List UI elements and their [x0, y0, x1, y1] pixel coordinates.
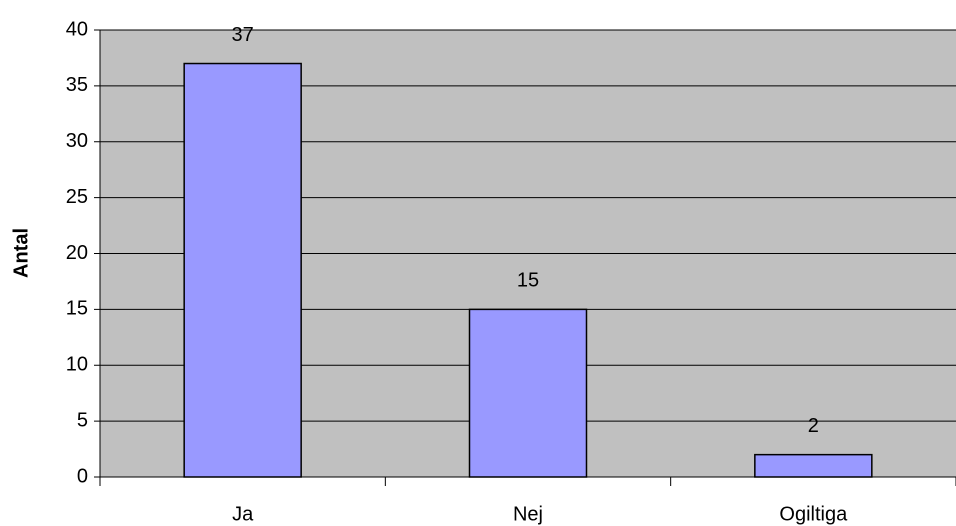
y-tick-label: 40 — [66, 18, 88, 40]
y-axis-label: Antal — [10, 228, 32, 278]
data-label: 37 — [232, 24, 254, 46]
y-tick-label: 20 — [66, 242, 88, 264]
y-tick-label: 15 — [66, 298, 88, 320]
x-tick-label: Ogiltiga — [779, 503, 848, 525]
data-label: 2 — [808, 415, 819, 437]
bar — [468, 308, 588, 478]
y-tick-label: 0 — [77, 465, 88, 487]
x-tick-label: Nej — [513, 503, 543, 525]
y-tick-label: 10 — [66, 354, 88, 376]
y-tick-label: 35 — [66, 74, 88, 96]
y-tick-label: 25 — [66, 186, 88, 208]
bar — [754, 453, 873, 478]
y-tick-label: 5 — [77, 409, 88, 431]
bar — [183, 62, 302, 478]
x-tick-label: Ja — [232, 503, 254, 525]
data-label: 15 — [517, 270, 539, 292]
y-tick-label: 30 — [66, 130, 88, 152]
